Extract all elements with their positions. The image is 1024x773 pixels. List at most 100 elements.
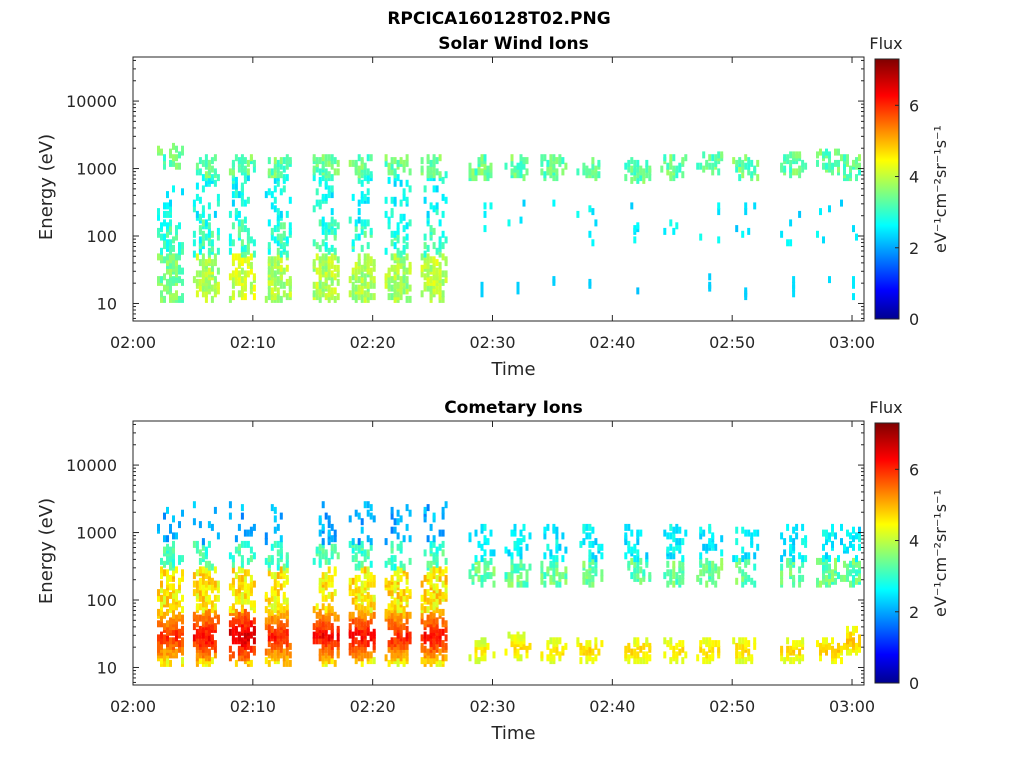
flux-cell <box>366 572 370 580</box>
flux-cell <box>591 239 595 247</box>
flux-cell <box>240 267 244 275</box>
flux-cell <box>366 219 370 227</box>
flux-cell <box>357 628 361 636</box>
flux-cell <box>642 651 646 659</box>
flux-cell <box>160 614 163 622</box>
flux-cell <box>591 566 595 574</box>
flux-cell <box>216 586 220 594</box>
flux-cell <box>420 594 424 602</box>
flux-cell <box>825 529 828 537</box>
flux-cell <box>405 196 409 204</box>
flux-cell <box>441 580 445 588</box>
flux-cell <box>264 191 268 199</box>
flux-cell <box>399 515 403 523</box>
flux-cell <box>160 586 163 594</box>
flux-cell <box>546 523 550 531</box>
flux-cell <box>321 552 325 560</box>
flux-cell <box>555 543 559 551</box>
flux-cell <box>210 600 214 608</box>
flux-cell <box>210 577 214 585</box>
flux-cell <box>492 549 496 557</box>
flux-cell <box>360 560 364 568</box>
flux-cell <box>399 594 403 602</box>
flux-cell <box>426 614 430 622</box>
flux-cell <box>249 580 253 588</box>
flux-cell <box>231 628 235 636</box>
flux-cell <box>231 276 235 284</box>
flux-cell <box>636 566 640 574</box>
flux-cell <box>369 154 373 162</box>
flux-cell <box>207 634 211 642</box>
flux-cell <box>210 583 214 591</box>
flux-cell <box>711 560 715 568</box>
flux-cell <box>444 171 448 179</box>
flux-cell <box>330 162 334 170</box>
flux-cell <box>276 239 280 247</box>
flux-cell <box>426 589 430 597</box>
flux-cell <box>825 580 828 588</box>
flux-cell <box>744 202 748 210</box>
flux-cell <box>330 154 334 162</box>
flux-cell <box>366 651 370 659</box>
flux-cell <box>633 159 637 167</box>
flux-cell <box>321 174 325 182</box>
flux-cell <box>249 631 253 639</box>
flux-cell <box>210 617 214 625</box>
flux-cell <box>204 560 208 568</box>
flux-cell <box>354 509 358 517</box>
flux-cell <box>157 208 160 216</box>
flux-cell <box>333 566 337 574</box>
flux-cell <box>360 227 364 235</box>
flux-cell <box>489 549 493 557</box>
flux-cell <box>282 623 286 631</box>
flux-cell <box>285 597 289 605</box>
flux-cell <box>246 168 250 176</box>
flux-cell <box>384 654 388 662</box>
flux-cell <box>540 566 544 574</box>
flux-cell <box>405 287 409 295</box>
flux-cell <box>166 222 169 230</box>
flux-cell <box>351 293 355 301</box>
y-tick-label: 100 <box>86 591 117 610</box>
flux-cell <box>237 165 241 173</box>
flux-cell <box>828 205 831 213</box>
flux-cell <box>429 225 433 233</box>
flux-cell <box>315 242 319 250</box>
flux-cell <box>735 165 739 173</box>
flux-cell <box>642 168 646 176</box>
flux-cell <box>633 560 637 568</box>
flux-cell <box>633 543 637 551</box>
flux-cell <box>216 532 220 540</box>
flux-cell <box>738 637 742 645</box>
flux-cell <box>333 543 337 551</box>
flux-cell <box>192 518 196 526</box>
flux-cell <box>157 227 160 235</box>
flux-cell <box>270 278 274 286</box>
flux-cell <box>243 199 247 207</box>
flux-cell <box>519 654 523 662</box>
flux-cell <box>630 202 634 210</box>
flux-cell <box>504 546 508 554</box>
flux-cell <box>636 287 640 295</box>
flux-cell <box>666 532 670 540</box>
flux-cell <box>717 566 721 574</box>
flux-cell <box>711 651 715 659</box>
flux-cell <box>714 159 718 167</box>
flux-cell <box>843 574 846 582</box>
flux-cell <box>237 157 241 165</box>
flux-cell <box>198 583 202 591</box>
flux-cell <box>564 546 568 554</box>
flux-cell <box>798 165 802 173</box>
flux-cell <box>822 637 825 645</box>
flux-cell <box>166 543 169 551</box>
flux-cell <box>201 589 205 597</box>
flux-cell <box>426 572 430 580</box>
flux-cell <box>432 205 436 213</box>
flux-cell <box>717 168 721 176</box>
flux-cell <box>735 555 739 563</box>
flux-cell <box>285 566 289 574</box>
flux-cell <box>630 176 634 184</box>
flux-cell <box>166 657 169 665</box>
flux-cell <box>267 569 271 577</box>
flux-cell <box>282 222 286 230</box>
